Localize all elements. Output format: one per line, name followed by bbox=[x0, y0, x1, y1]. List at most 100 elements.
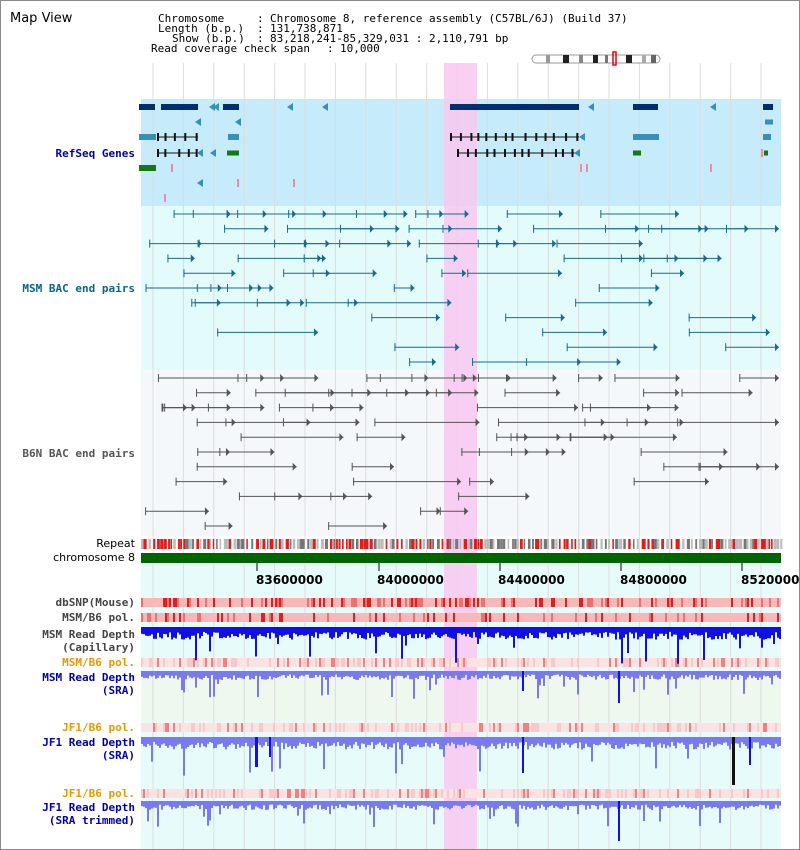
polymorphism-cell bbox=[213, 613, 215, 622]
track-label-b6n-bac[interactable]: B6N BAC end pairs bbox=[22, 447, 135, 460]
depth-spike bbox=[732, 737, 735, 785]
depth-bar bbox=[547, 801, 549, 808]
depth-bar bbox=[239, 671, 241, 678]
polymorphism-cell bbox=[765, 723, 767, 732]
polymorphism-cell bbox=[337, 723, 339, 732]
polymorphism-cell bbox=[451, 723, 453, 732]
track-label-jf1-pol-2[interactable]: JF1/B6 pol. bbox=[62, 787, 135, 800]
depth-bar bbox=[353, 737, 355, 745]
polymorphism-cell bbox=[613, 613, 615, 622]
depth-bar bbox=[389, 627, 391, 637]
polymorphism-cell bbox=[663, 658, 665, 667]
depth-bar bbox=[681, 627, 683, 640]
polymorphism-cell bbox=[473, 658, 475, 667]
depth-bar bbox=[263, 801, 265, 806]
polymorphism-cell bbox=[233, 598, 235, 607]
polymorphism-cell bbox=[433, 598, 435, 607]
bac-pair-end bbox=[194, 298, 196, 307]
polymorphism-cell bbox=[599, 598, 601, 607]
track-label-jf1-pol-1[interactable]: JF1/B6 pol. bbox=[62, 721, 135, 734]
depth-bar bbox=[769, 627, 771, 639]
polymorphism-cell bbox=[621, 598, 623, 607]
repeat-element bbox=[746, 539, 749, 549]
bac-pair-arrow bbox=[448, 388, 453, 397]
polymorphism-cell bbox=[529, 613, 531, 622]
polymorphism-cell bbox=[663, 598, 665, 607]
polymorphism-cell bbox=[471, 789, 473, 798]
polymorphism-cell bbox=[727, 789, 729, 798]
polymorphism-cell bbox=[327, 598, 329, 607]
bac-pair-arrow bbox=[648, 298, 653, 307]
track-label-msm-depth-sra[interactable]: MSM Read Depth bbox=[42, 671, 135, 684]
polymorphism-cell bbox=[665, 789, 667, 798]
depth-bar bbox=[645, 737, 647, 748]
polymorphism-cell bbox=[427, 613, 429, 622]
polymorphism-cell bbox=[611, 613, 613, 622]
polymorphism-cell bbox=[603, 658, 605, 667]
track-label-chromosome[interactable]: chromosome 8 bbox=[53, 551, 135, 564]
repeat-element bbox=[369, 539, 373, 549]
depth-bar bbox=[443, 737, 445, 757]
polymorphism-cell bbox=[265, 658, 267, 667]
track-label-dbsnp[interactable]: dbSNP(Mouse) bbox=[55, 596, 135, 609]
depth-bar bbox=[567, 627, 569, 640]
polymorphism-cell bbox=[147, 598, 149, 607]
polymorphism-cell bbox=[419, 723, 421, 732]
depth-bar bbox=[683, 737, 685, 745]
polymorphism-cell bbox=[231, 613, 233, 622]
track-label-refseq[interactable]: RefSeq Genes bbox=[55, 147, 135, 160]
polymorphism-cell bbox=[387, 613, 389, 622]
repeat-element bbox=[738, 539, 742, 549]
polymorphism-cell bbox=[269, 723, 271, 732]
polymorphism-cell bbox=[497, 598, 499, 607]
track-label-jf1-depth-trim[interactable]: JF1 Read Depth bbox=[42, 801, 135, 814]
depth-bar bbox=[663, 671, 665, 675]
depth-bar bbox=[509, 671, 511, 680]
polymorphism-cell bbox=[191, 658, 193, 667]
polymorphism-cell bbox=[575, 723, 577, 732]
polymorphism-cell bbox=[363, 658, 365, 667]
bac-pair-end bbox=[505, 313, 507, 322]
depth-bar bbox=[703, 737, 705, 750]
polymorphism-cell bbox=[475, 658, 477, 667]
polymorphism-cell bbox=[215, 789, 217, 798]
depth-bar bbox=[635, 801, 637, 806]
depth-bar bbox=[265, 671, 267, 680]
depth-bar bbox=[717, 801, 719, 809]
track-label-msm-bac[interactable]: MSM BAC end pairs bbox=[22, 282, 135, 295]
track-label-msm-pol-2[interactable]: MSM/B6 pol. bbox=[62, 656, 135, 669]
polymorphism-cell bbox=[663, 789, 665, 798]
track-label-msm-depth-cap[interactable]: MSM Read Depth bbox=[42, 628, 135, 641]
track-label-repeat[interactable]: Repeat bbox=[96, 537, 135, 550]
repeat-element bbox=[682, 539, 685, 549]
depth-bar bbox=[665, 671, 667, 679]
axis-tick-label: 83600000 bbox=[256, 573, 323, 587]
depth-bar bbox=[767, 627, 769, 639]
polymorphism-cell bbox=[705, 723, 707, 732]
polymorphism-cell bbox=[151, 658, 153, 667]
bac-pair-arrow bbox=[269, 284, 274, 292]
depth-bar bbox=[759, 737, 761, 749]
track-label-msm-pol-1[interactable]: MSM/B6 pol. bbox=[62, 611, 135, 624]
bac-pair-arrow bbox=[407, 239, 412, 248]
repeat-element bbox=[212, 539, 215, 549]
polymorphism-cell bbox=[253, 598, 255, 607]
polymorphism-cell bbox=[379, 613, 381, 622]
depth-bar bbox=[743, 627, 745, 636]
track-label-jf1-depth-sra[interactable]: JF1 Read Depth bbox=[42, 736, 135, 749]
depth-bar bbox=[179, 801, 181, 806]
bac-pair-arrow bbox=[436, 507, 441, 516]
depth-bar bbox=[405, 801, 407, 808]
polymorphism-cell bbox=[197, 658, 199, 667]
polymorphism-cell bbox=[289, 789, 291, 798]
depth-bar bbox=[481, 737, 483, 746]
repeat-element bbox=[455, 539, 459, 549]
depth-bar bbox=[633, 627, 635, 639]
polymorphism-cell bbox=[515, 723, 517, 732]
track-label-jf1-depth-sra-sub: (SRA) bbox=[101, 749, 135, 762]
polymorphism-cell bbox=[535, 658, 537, 667]
polymorphism-cell bbox=[727, 723, 729, 732]
polymorphism-cell bbox=[297, 658, 299, 667]
depth-bar bbox=[429, 671, 431, 691]
